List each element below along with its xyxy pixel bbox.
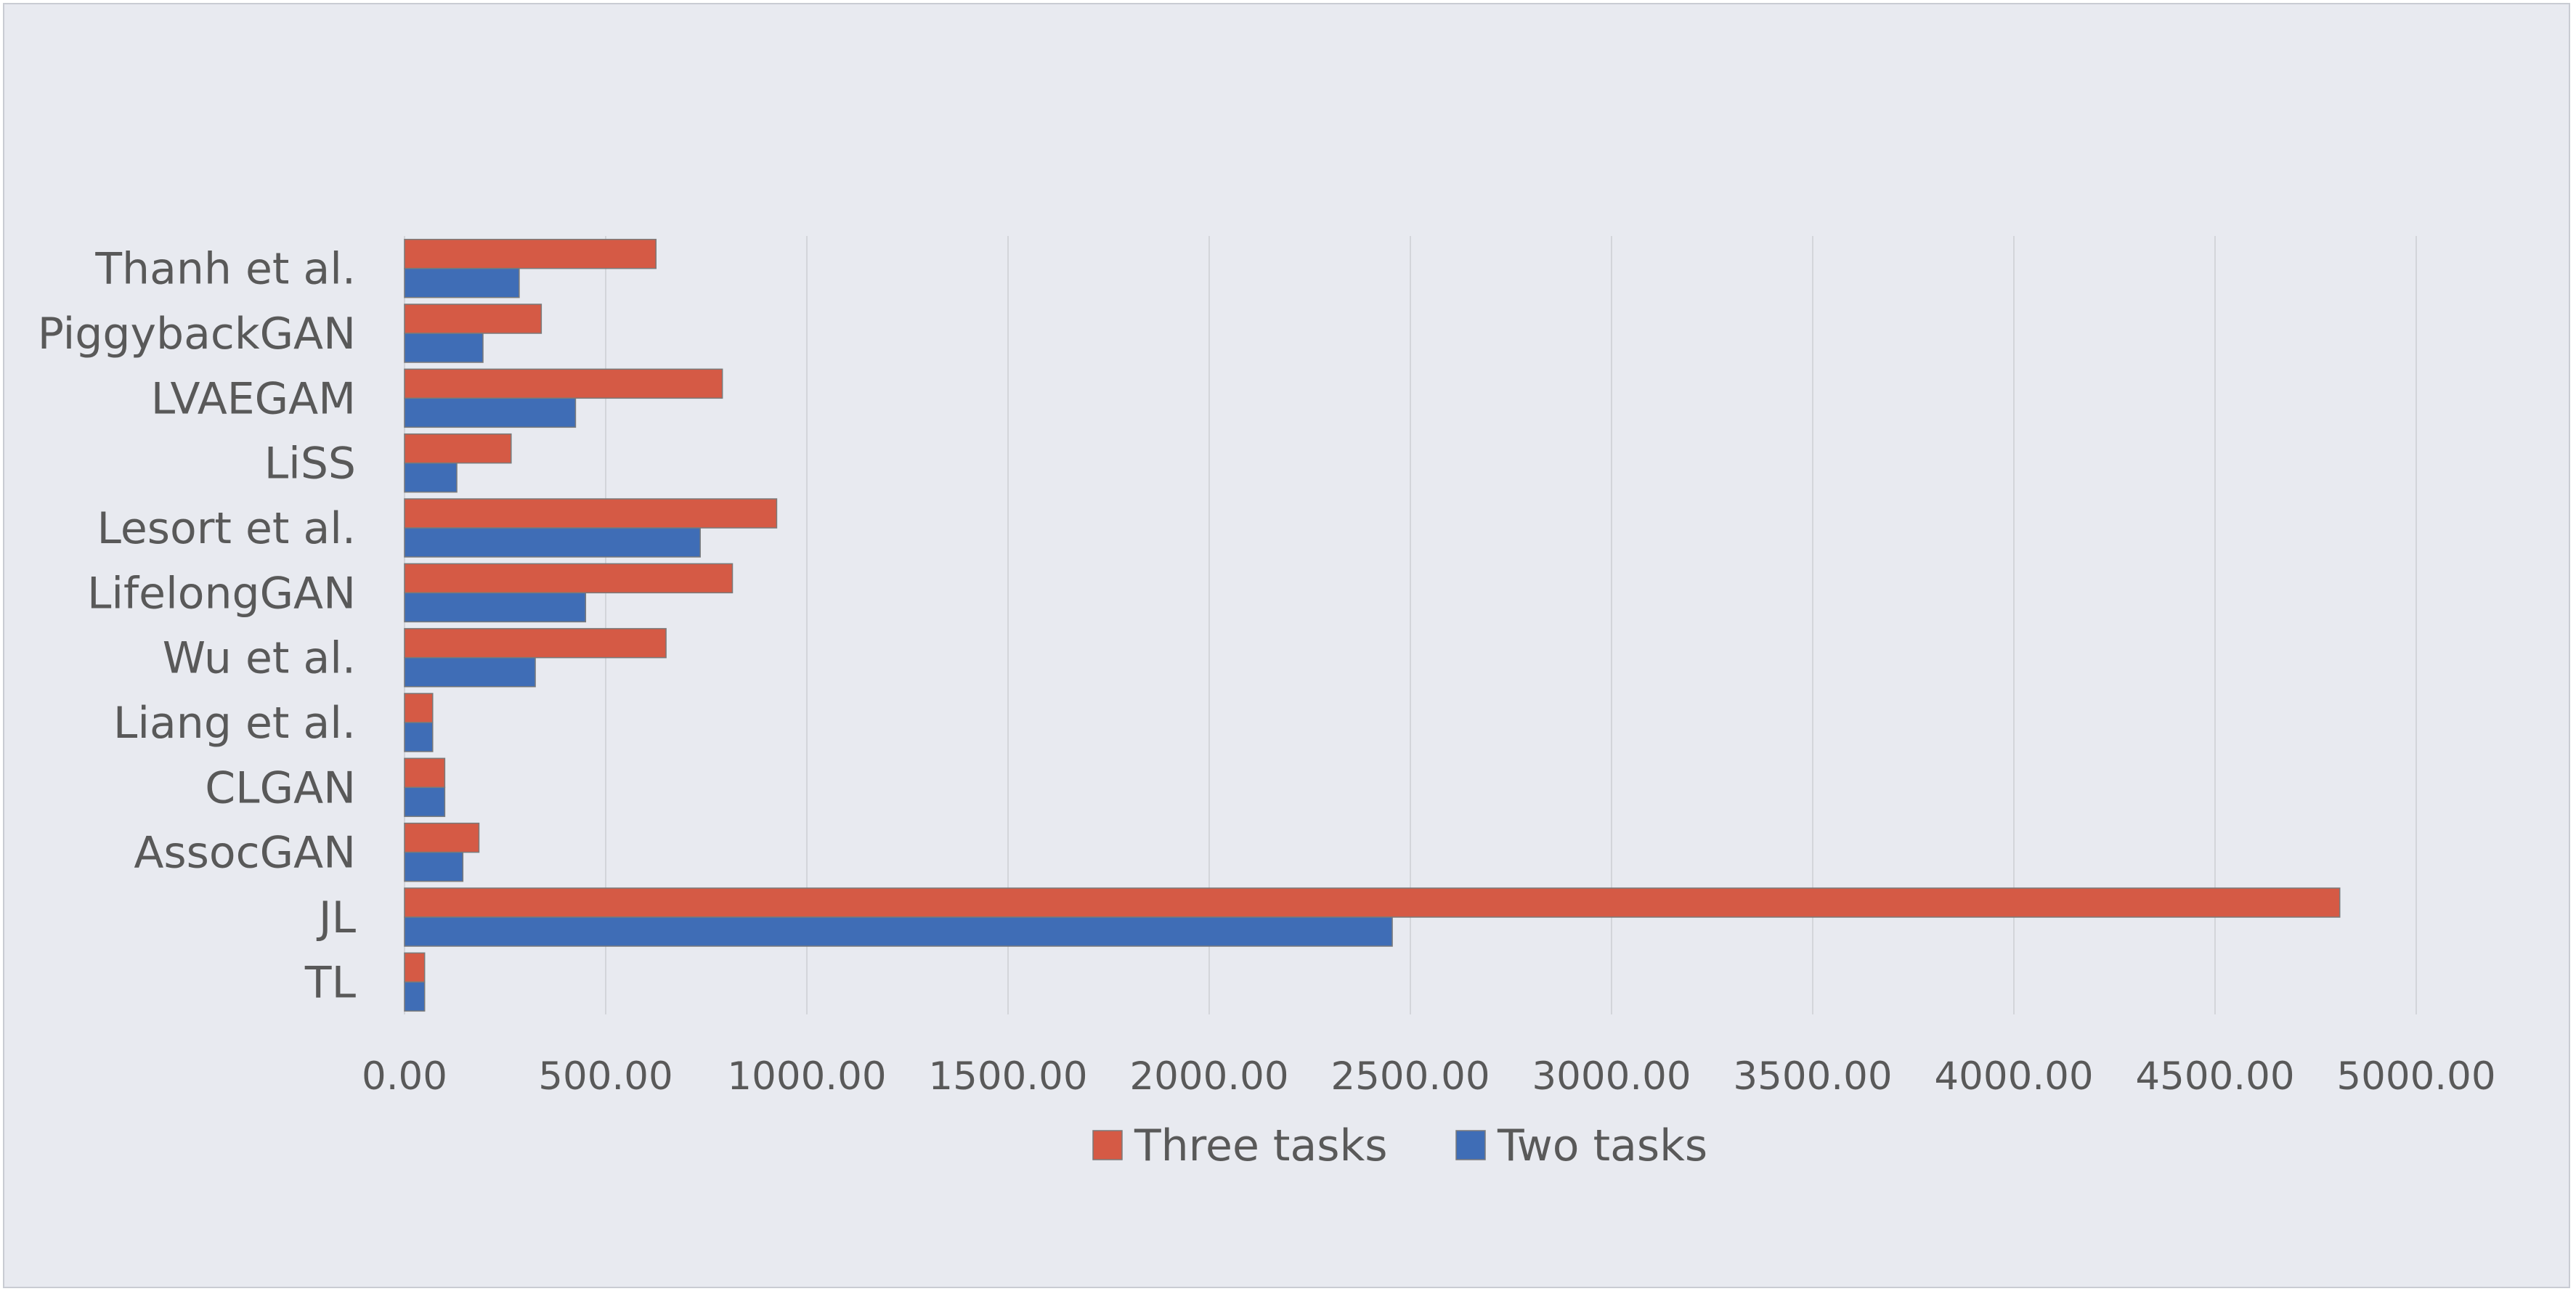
bar-three-tasks-liss — [404, 433, 512, 464]
bar-two-tasks-lesort-et-al — [404, 527, 701, 558]
bar-three-tasks-lvaegam — [404, 368, 723, 399]
x-tick-label: 3000.00 — [1532, 1054, 1691, 1099]
legend-swatch-two-tasks — [1455, 1130, 1486, 1160]
category-label: CLGAN — [205, 762, 356, 813]
bar-three-tasks-clgan — [404, 757, 446, 789]
x-tick-label: 1000.00 — [727, 1054, 886, 1099]
bar-two-tasks-liss — [404, 462, 458, 493]
bar-three-tasks-piggybackgan — [404, 304, 543, 334]
category-label: LVAEGAM — [151, 373, 356, 424]
bar-two-tasks-assocgan — [404, 851, 464, 882]
bar-three-tasks-liang-et-al — [404, 693, 434, 723]
category-label: PiggybackGAN — [38, 309, 356, 359]
x-tick-label: 2000.00 — [1129, 1054, 1288, 1099]
bar-three-tasks-tl — [404, 952, 426, 983]
bar-three-tasks-thanh-et-al — [404, 238, 657, 269]
category-label: Lesort et al. — [97, 503, 356, 554]
bar-two-tasks-jl — [404, 916, 1393, 947]
x-tick-label: 4500.00 — [2135, 1054, 2294, 1099]
bar-two-tasks-lifelonggan — [404, 592, 587, 623]
category-label: LifelongGAN — [87, 568, 356, 619]
bar-three-tasks-lesort-et-al — [404, 498, 778, 529]
gridlines — [404, 236, 2417, 1014]
category-label: JL — [316, 892, 357, 943]
bar-two-tasks-wu-et-al — [404, 656, 536, 688]
bar-three-tasks-wu-et-al — [404, 627, 667, 659]
x-tick-label: 4000.00 — [1934, 1054, 2093, 1099]
bars — [404, 238, 2341, 1012]
category-label: Thanh et al. — [94, 244, 356, 295]
bar-two-tasks-tl — [404, 981, 426, 1012]
legend-swatch-three-tasks — [1092, 1130, 1123, 1160]
category-label: LiSS — [264, 439, 356, 489]
legend-label-three-tasks: Three tasks — [1134, 1120, 1388, 1171]
category-label: TL — [304, 957, 357, 1008]
x-tick-labels: 0.00 500.00 1000.00 1500.00 2000.00 2500.00 30… — [362, 1054, 2496, 1099]
bar-two-tasks-piggybackgan — [404, 333, 484, 363]
x-tick-label: 5000.00 — [2336, 1054, 2495, 1099]
category-label: AssocGAN — [134, 828, 356, 879]
legend-label-two-tasks: Two tasks — [1497, 1120, 1707, 1171]
bar-two-tasks-liang-et-al — [404, 722, 434, 752]
x-tick-label: 0.00 — [362, 1054, 447, 1099]
bar-three-tasks-lifelonggan — [404, 563, 734, 594]
x-tick-label: 500.00 — [538, 1054, 673, 1099]
category-labels: TL JL AssocGAN CLGAN Liang et al. Wu et al. Li… — [38, 244, 357, 1009]
legend: Three tasks Two tasks — [1092, 1120, 1707, 1171]
bar-three-tasks-jl — [404, 887, 2341, 918]
category-label: Liang et al. — [113, 698, 356, 749]
x-tick-label: 3500.00 — [1733, 1054, 1892, 1099]
bar-two-tasks-clgan — [404, 786, 446, 818]
x-tick-label: 2500.00 — [1330, 1054, 1490, 1099]
bar-two-tasks-lvaegam — [404, 397, 577, 428]
category-label: Wu et al. — [163, 633, 356, 684]
bar-two-tasks-thanh-et-al — [404, 267, 520, 298]
bar-three-tasks-assocgan — [404, 822, 480, 853]
x-tick-label: 1500.00 — [928, 1054, 1087, 1099]
